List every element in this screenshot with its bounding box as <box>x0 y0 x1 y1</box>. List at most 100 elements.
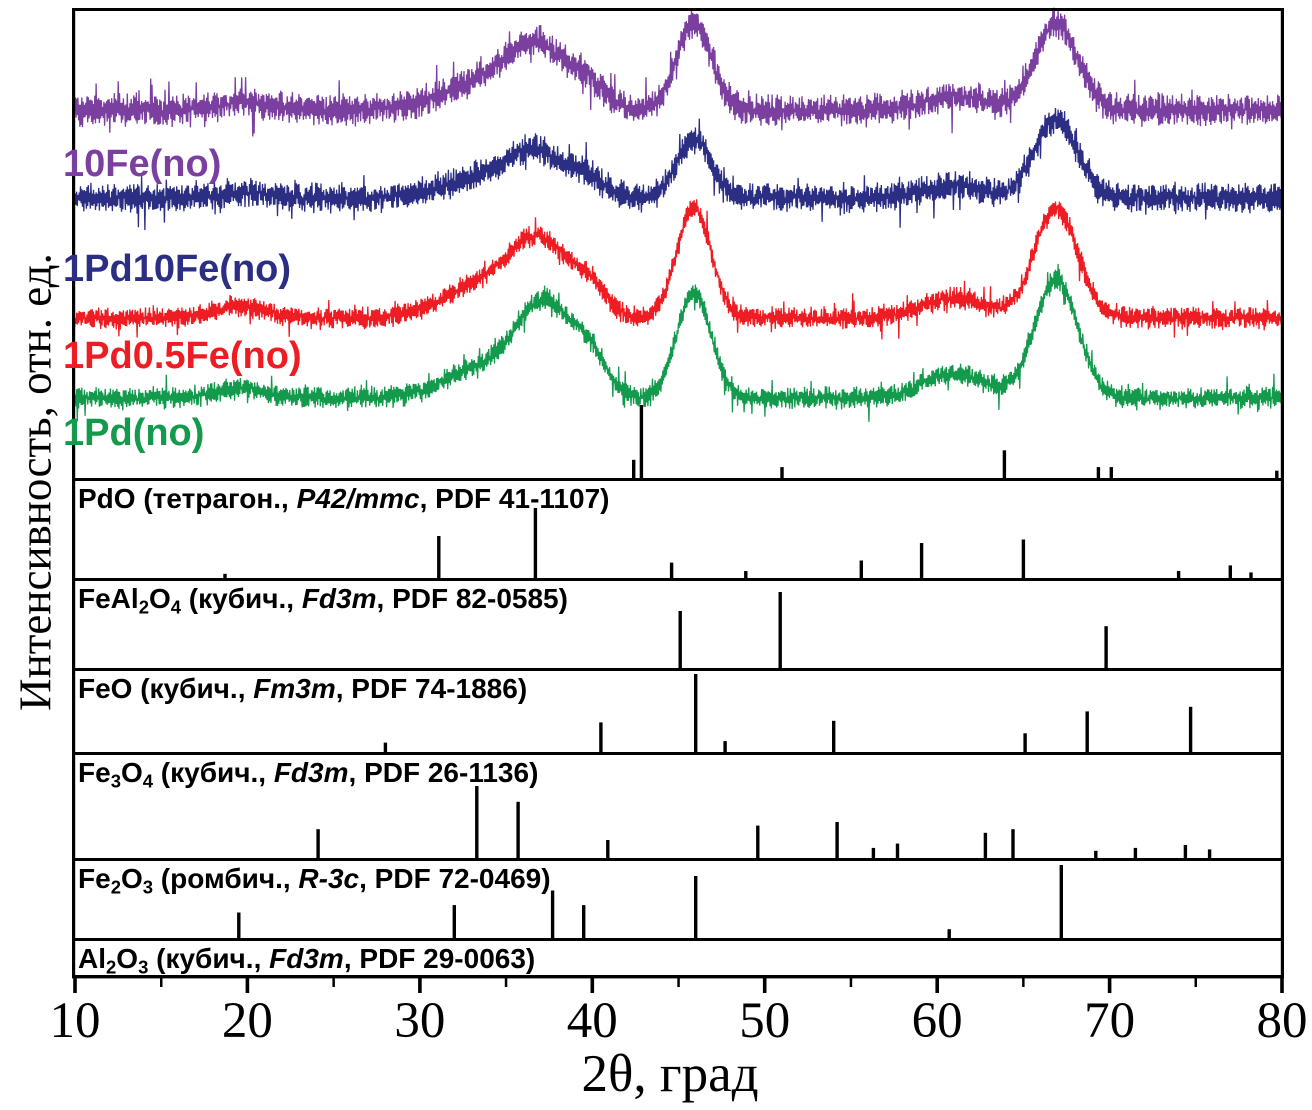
label-segment: (кубич., <box>153 757 274 788</box>
x-minor-tick <box>504 978 508 987</box>
plot-frame-top <box>72 8 1284 11</box>
label-segment: Fd3m <box>301 583 377 614</box>
label-segment: , PDF 26-1136) <box>348 757 539 788</box>
label-segment: (кубич., <box>148 943 270 974</box>
panel-separator-line <box>72 938 1284 941</box>
reference-stick <box>919 543 924 578</box>
reference-stick <box>1021 539 1026 578</box>
label-segment: Fd3m <box>273 757 349 788</box>
reference-stick <box>678 611 682 668</box>
label-segment: FeO (кубич., <box>78 673 254 704</box>
reference-stick <box>516 801 520 858</box>
reference-stick <box>237 912 241 938</box>
xrd-curve-1Pd(no) <box>73 263 1283 422</box>
x-tick-label-40: 40 <box>566 993 618 1049</box>
reference-stick <box>1109 467 1113 478</box>
label-segment: P42/mmc <box>296 483 420 514</box>
reference-stick <box>1002 450 1007 478</box>
reference-stick <box>1096 467 1101 478</box>
x-tick-label-80: 80 <box>1256 993 1308 1049</box>
reference-stick <box>437 536 441 578</box>
reference-stick <box>859 560 863 578</box>
reference-stick <box>599 722 603 752</box>
x-tick-label-60: 60 <box>911 993 963 1049</box>
reference-pattern-label: PdO (тетрагон., P42/mmc, PDF 41-1107) <box>78 483 609 515</box>
x-major-tick <box>1280 978 1284 993</box>
panel-separator-line <box>72 668 1284 671</box>
reference-stick <box>1228 565 1232 578</box>
reference-stick <box>1275 470 1279 478</box>
reference-stick <box>947 929 951 938</box>
reference-stick <box>778 592 782 668</box>
reference-stick <box>756 825 760 858</box>
reference-pattern-label: Al2O3 (кубич., Fd3m, PDF 29-0063) <box>78 943 535 978</box>
reference-pattern-label: FeAl2O4 (кубич., Fd3m, PDF 82-0585) <box>78 583 568 618</box>
label-segment: 3 <box>142 876 154 898</box>
label-segment: , PDF 72-0469) <box>359 863 551 894</box>
x-tick-label-50: 50 <box>739 993 791 1049</box>
reference-stick <box>632 459 636 479</box>
reference-stick <box>533 508 538 578</box>
reference-stick <box>1059 865 1063 938</box>
y-axis-title: Интенсивность, отн. ед. <box>10 253 61 711</box>
panel-separator-line <box>72 578 1284 581</box>
x-major-tick <box>73 978 77 993</box>
y-axis-line <box>72 8 76 978</box>
label-segment: , PDF 82-0585) <box>376 583 568 614</box>
curve-label-1Pd0.5Fe(no): 1Pd0.5Fe(no) <box>63 335 302 377</box>
reference-stick <box>871 847 876 858</box>
reference-stick <box>383 742 388 752</box>
label-segment: 3 <box>110 770 121 792</box>
label-segment: Fd3m <box>269 943 344 974</box>
panel-separator-line <box>72 752 1284 755</box>
label-segment: (кубич., <box>181 583 302 614</box>
label-segment: Fe <box>78 757 111 788</box>
label-segment: (ромбич., <box>153 863 299 894</box>
x-major-tick <box>590 978 595 993</box>
reference-stick <box>1085 711 1089 752</box>
label-segment: 2 <box>106 956 117 978</box>
plot-frame-right <box>1280 8 1284 978</box>
label-segment: O <box>148 583 171 614</box>
x-minor-tick <box>1194 978 1197 987</box>
x-major-tick <box>1107 978 1112 993</box>
x-major-tick <box>245 978 250 993</box>
panel-separator-line <box>72 478 1284 481</box>
label-segment: 3 <box>138 956 149 978</box>
label-segment: O <box>120 863 143 894</box>
xrd-curve-10Fe(no) <box>73 7 1283 137</box>
reference-stick <box>639 405 644 478</box>
label-segment: 4 <box>142 770 154 792</box>
x-tick-label-10: 10 <box>49 993 101 1049</box>
reference-stick <box>835 822 839 858</box>
reference-stick <box>606 840 610 858</box>
reference-stick <box>316 829 320 858</box>
curve-label-10Fe(no): 10Fe(no) <box>63 143 222 185</box>
x-major-tick <box>418 978 422 993</box>
x-minor-tick <box>332 978 335 987</box>
x-major-tick <box>935 978 939 993</box>
panel-separator-line <box>72 858 1284 861</box>
reference-stick <box>694 674 698 752</box>
reference-stick <box>744 571 748 578</box>
label-segment: Fe <box>78 863 111 894</box>
label-segment: 2 <box>110 876 121 898</box>
reference-stick <box>223 573 227 578</box>
reference-stick <box>1183 845 1188 858</box>
reference-pattern-label: FeO (кубич., Fm3m, PDF 74-1886) <box>78 673 527 705</box>
label-segment: 4 <box>170 596 182 618</box>
x-axis-line <box>72 975 1284 979</box>
reference-stick <box>1207 849 1212 858</box>
label-segment: PdO (тетрагон., <box>78 483 297 514</box>
reference-stick <box>550 890 555 938</box>
x-tick-label-30: 30 <box>394 993 446 1049</box>
x-minor-tick <box>849 978 853 987</box>
x-minor-tick <box>1022 978 1025 987</box>
reference-stick <box>832 720 836 752</box>
reference-stick <box>582 905 586 938</box>
reference-stick <box>1133 847 1138 858</box>
curve-label-1Pd(no): 1Pd(no) <box>63 412 205 454</box>
x-major-tick <box>762 978 767 993</box>
